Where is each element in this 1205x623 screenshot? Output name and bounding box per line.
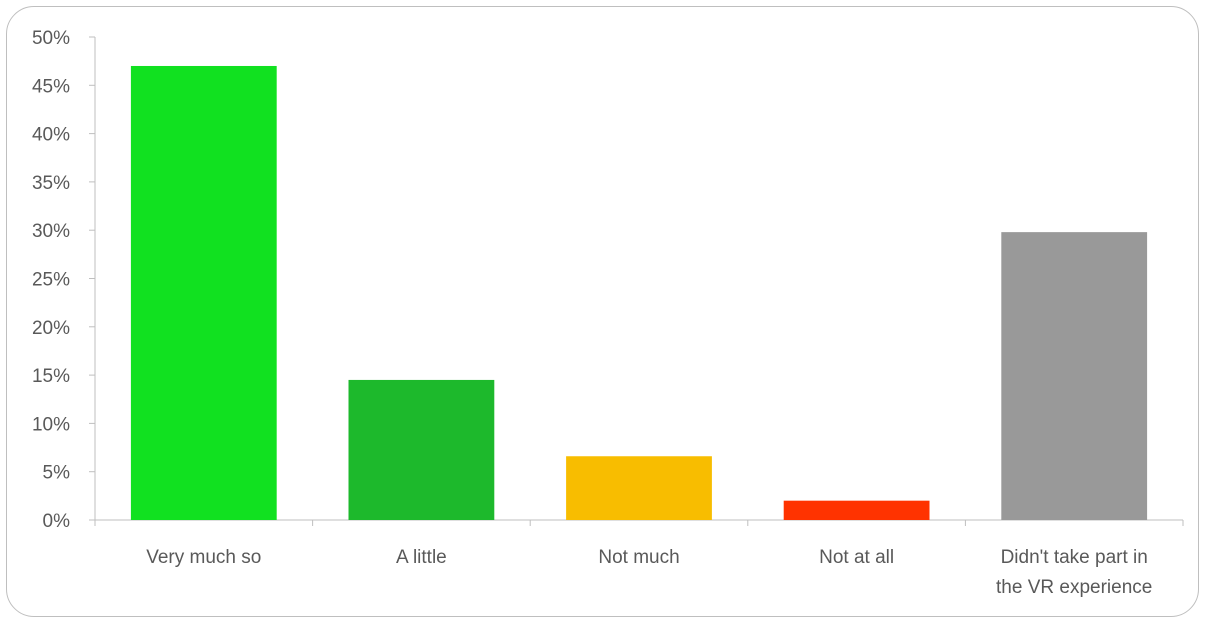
y-tick-label: 50% <box>32 28 70 49</box>
bar <box>566 456 712 520</box>
bar <box>348 379 495 520</box>
y-tick-label: 45% <box>32 76 70 97</box>
x-category-label: Not much <box>598 547 679 568</box>
y-axis: 0% 5% 10% 15% 20% 25% 30% 35% 40% 45% 50% <box>32 28 96 532</box>
bar <box>1001 232 1148 520</box>
category-labels: Very much so A little Not much Not at all Di… <box>146 547 1152 598</box>
x-category-label: Very much so <box>146 547 261 568</box>
x-category-label: Didn't take part in the VR experience <box>996 547 1152 598</box>
x-category-label: Not at all <box>819 547 894 568</box>
bars <box>130 65 1148 520</box>
y-tick-label: 0% <box>43 511 71 532</box>
y-tick-label: 35% <box>32 173 70 194</box>
y-tick-label: 40% <box>32 125 70 146</box>
y-tick-label: 20% <box>32 318 70 339</box>
y-tick-label: 30% <box>32 221 70 242</box>
y-tick-label: 25% <box>32 270 70 291</box>
bar <box>783 500 930 520</box>
y-tick-label: 10% <box>32 414 70 435</box>
y-tick-label: 15% <box>32 366 70 387</box>
bar <box>130 65 277 520</box>
y-tick-label: 5% <box>43 463 71 484</box>
x-category-label: A little <box>396 547 447 568</box>
x-axis <box>94 519 1184 526</box>
